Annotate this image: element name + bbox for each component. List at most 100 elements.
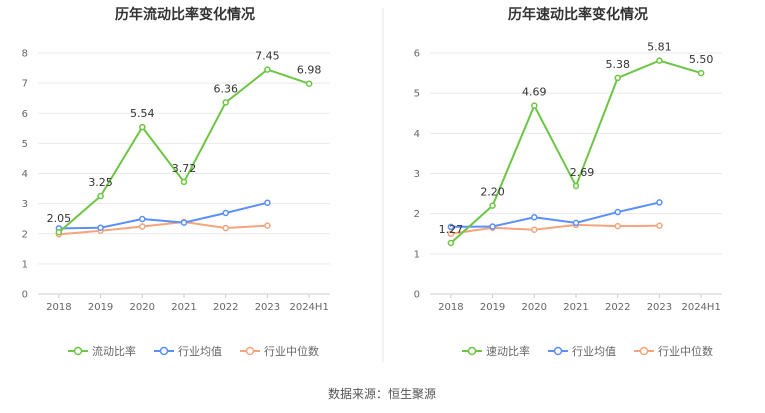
- y-tick-label: 6: [414, 49, 420, 60]
- data-point-average: [264, 199, 271, 206]
- legend-item-median[interactable]: 行业中位数: [240, 344, 319, 358]
- data-label: 4.69: [522, 86, 547, 99]
- data-point-primary: [489, 202, 496, 209]
- data-point-average: [97, 224, 104, 231]
- data-label: 5.54: [130, 107, 155, 120]
- data-point-primary: [656, 57, 663, 64]
- data-source-label: 数据来源：恒生聚源: [328, 386, 436, 401]
- data-point-primary: [531, 102, 538, 109]
- y-tick-label: 1: [22, 259, 28, 270]
- legend-item-average[interactable]: 行业均值: [154, 345, 222, 358]
- x-tick-label: 2023: [647, 302, 672, 313]
- y-tick-label: 7: [22, 79, 28, 90]
- data-point-primary: [180, 178, 188, 186]
- x-tick-label: 2020: [130, 302, 155, 313]
- x-tick-label: 2019: [88, 302, 113, 313]
- data-label: 3.72: [172, 162, 197, 175]
- y-tick-label: 2: [414, 209, 420, 220]
- data-point-average: [572, 219, 580, 227]
- x-tick-label: 2024H1: [289, 302, 328, 313]
- chart-title: 历年流动比率变化情况: [115, 6, 255, 23]
- legend-marker: [639, 346, 649, 356]
- data-label: 2.20: [480, 186, 505, 199]
- x-tick-label: 2021: [171, 302, 196, 313]
- legend-item-median[interactable]: 行业中位数: [634, 344, 713, 358]
- y-tick-label: 8: [22, 49, 28, 60]
- legend-marker: [159, 346, 169, 356]
- data-point-average: [531, 214, 538, 221]
- data-point-median: [656, 222, 663, 229]
- y-tick-label: 0: [22, 290, 28, 301]
- x-tick-label: 2022: [605, 302, 630, 313]
- data-label: 2.05: [47, 212, 72, 225]
- data-point-median: [139, 223, 146, 230]
- data-label: 5.81: [647, 41, 672, 54]
- legend-label: 行业均值: [178, 345, 222, 358]
- quick-ratio-chart: 历年速动比率变化情况 0 1 2 3 4 5 6 2018 2019 2020 2021 2022 202…: [414, 6, 722, 358]
- y-tick-label: 6: [22, 109, 28, 120]
- legend-marker: [553, 346, 563, 356]
- legend-label: 行业中位数: [264, 344, 319, 358]
- series-line-average: [450, 201, 660, 228]
- data-point-median: [614, 222, 621, 230]
- y-tick-label: 2: [22, 229, 28, 240]
- legend-label: 速动比率: [486, 344, 530, 358]
- legend-marker: [73, 346, 83, 356]
- x-tick-label: 2022: [213, 302, 238, 313]
- data-point-primary: [139, 123, 146, 131]
- data-point-primary: [264, 66, 271, 73]
- data-label: 7.45: [255, 50, 280, 63]
- series-line-primary: [58, 68, 310, 233]
- data-point-primary: [614, 74, 621, 82]
- x-tick-label: 2018: [438, 302, 463, 313]
- chart-title: 历年速动比率变化情况: [508, 6, 648, 23]
- y-tick-label: 4: [414, 129, 420, 140]
- legend-item-primary[interactable]: 流动比率: [68, 344, 136, 358]
- data-point-average: [447, 223, 455, 231]
- data-point-primary: [222, 99, 229, 106]
- data-label: 1.27: [439, 223, 464, 236]
- data-point-primary: [447, 239, 455, 247]
- x-tick-label: 2023: [255, 302, 280, 313]
- x-tick-label: 2021: [563, 302, 588, 313]
- series-line-median: [58, 221, 268, 236]
- legend-item-average[interactable]: 行业均值: [548, 345, 616, 358]
- legend-label: 行业中位数: [658, 344, 713, 358]
- y-tick-label: 4: [22, 169, 28, 180]
- y-tick-label: 3: [414, 169, 420, 180]
- data-point-primary: [55, 228, 63, 236]
- data-label: 6.36: [213, 82, 238, 95]
- data-label: 5.50: [689, 53, 714, 66]
- current-ratio-chart: 历年流动比率变化情况 0 1 2 3 4 5 6 7 8 2018 2019 2020 2021 2022 2…: [22, 6, 330, 358]
- data-point-median: [222, 224, 229, 232]
- legend-label: 流动比率: [92, 344, 136, 358]
- data-point-primary: [97, 192, 104, 200]
- data-point-average: [222, 209, 229, 217]
- x-tick-label: 2024H1: [681, 302, 720, 313]
- y-tick-label: 3: [22, 199, 28, 210]
- data-label: 5.38: [605, 58, 630, 71]
- data-label: 2.69: [570, 166, 595, 179]
- y-tick-label: 5: [22, 139, 28, 150]
- data-point-median: [447, 230, 455, 237]
- series-line-primary: [450, 59, 702, 244]
- legend-marker: [245, 346, 255, 356]
- x-tick-label: 2018: [46, 302, 71, 313]
- data-label: 6.98: [297, 64, 322, 77]
- data-point-average: [489, 223, 496, 230]
- data-point-average: [656, 199, 663, 206]
- y-tick-label: 0: [414, 290, 420, 301]
- legend-item-primary[interactable]: 速动比率: [462, 344, 530, 358]
- data-point-median: [264, 222, 271, 229]
- data-label: 3.25: [88, 176, 113, 189]
- data-point-average: [139, 215, 146, 223]
- data-point-average: [614, 208, 621, 216]
- series-line-median: [450, 223, 660, 235]
- data-point-median: [531, 226, 538, 233]
- data-point-primary: [697, 69, 705, 77]
- x-tick-label: 2019: [480, 302, 505, 313]
- x-tick-label: 2020: [522, 302, 547, 313]
- y-tick-label: 1: [414, 249, 420, 260]
- y-tick-label: 5: [414, 89, 420, 100]
